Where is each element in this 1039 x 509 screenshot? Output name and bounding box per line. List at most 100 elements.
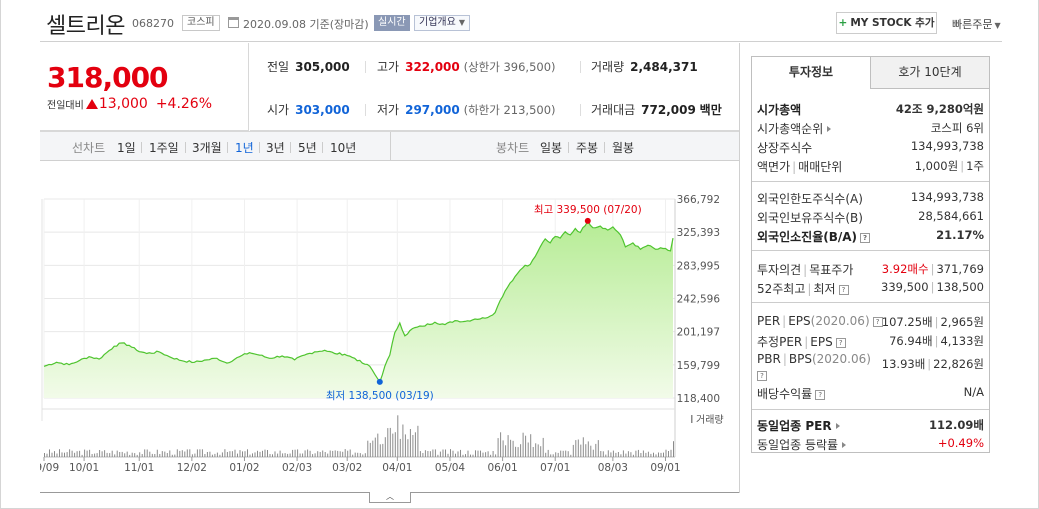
help-icon[interactable]: ? bbox=[757, 371, 767, 381]
volume-bar bbox=[201, 449, 203, 457]
pbr-help-group: ? bbox=[757, 368, 767, 382]
divider bbox=[604, 142, 605, 153]
volume-bar bbox=[552, 454, 554, 457]
volume-bar bbox=[307, 449, 309, 457]
foreign-hold-label: 외국인보유주식수(B) bbox=[757, 211, 863, 225]
volume-bar bbox=[299, 453, 301, 457]
market-cap-rank-value: 코스피 6위 bbox=[930, 121, 984, 135]
volume-bar bbox=[660, 452, 662, 457]
per-value: 107.25배 bbox=[881, 315, 933, 329]
tab-10year[interactable]: 10년 bbox=[330, 141, 357, 155]
volume-bar bbox=[74, 452, 76, 457]
tab-monthly-candle[interactable]: 월봉 bbox=[612, 141, 635, 155]
low-marker bbox=[376, 378, 383, 385]
volume-bar bbox=[59, 449, 60, 457]
up-arrow-icon bbox=[85, 99, 98, 109]
volume-bar bbox=[560, 450, 562, 457]
caret-right-icon bbox=[842, 442, 847, 448]
volume-bar bbox=[447, 453, 449, 457]
volume-bar bbox=[427, 451, 429, 457]
tab-weekly-candle[interactable]: 주봉 bbox=[576, 141, 599, 155]
volume-bar bbox=[144, 449, 146, 457]
volume-bar bbox=[555, 452, 557, 457]
volume-bar bbox=[424, 450, 426, 457]
y-tick-label: 201,197 bbox=[677, 327, 720, 339]
volume-bar bbox=[119, 452, 121, 457]
volume-bar bbox=[194, 453, 196, 457]
per-label: PER bbox=[757, 314, 781, 328]
volume-bar bbox=[607, 450, 609, 457]
company-info-dropdown[interactable]: 기업개요 ▼ bbox=[414, 15, 470, 31]
upper-limit: (상한가 396,500) bbox=[463, 60, 556, 74]
volume-bar bbox=[487, 451, 489, 457]
help-icon[interactable]: ? bbox=[815, 390, 826, 400]
tab-1week[interactable]: 1주일 bbox=[149, 141, 179, 155]
tab-5year[interactable]: 5년 bbox=[298, 141, 317, 155]
tab-invest-info[interactable]: 투자정보 bbox=[751, 56, 871, 89]
y-tick-label: 118,400 bbox=[677, 393, 720, 405]
help-icon[interactable]: ? bbox=[835, 338, 846, 348]
invest-info-box: 시가총액 42조 9,280억원 시가총액순위 코스피 6위 상장주식수 134,99… bbox=[751, 89, 990, 453]
tab-1year[interactable]: 1년 bbox=[235, 141, 254, 155]
volume-bar bbox=[174, 454, 176, 457]
diff-rate: +4.26% bbox=[155, 96, 213, 112]
market-cap-rank-text: 시가총액순위 bbox=[757, 122, 824, 136]
volume-bar bbox=[567, 451, 569, 457]
amount-cell: 거래대금 772,009 백만 bbox=[591, 101, 722, 118]
volume-bar bbox=[367, 440, 369, 457]
volume-bar bbox=[622, 450, 624, 457]
volume-bar bbox=[267, 450, 268, 457]
volume-bar bbox=[302, 453, 304, 457]
sector-per-label-group: 동일업종 PER bbox=[757, 417, 840, 434]
volume-bar bbox=[597, 440, 599, 457]
volume-bar bbox=[547, 449, 549, 457]
x-tick-label: 02/03 bbox=[282, 462, 312, 474]
volume-bar bbox=[550, 454, 552, 457]
tab-3month[interactable]: 3개월 bbox=[192, 141, 222, 155]
tab-orderbook[interactable]: 호가 10단계 bbox=[870, 56, 990, 89]
x-tick-label: 05/04 bbox=[435, 462, 466, 474]
w52-high-value: 339,500 bbox=[881, 280, 929, 294]
volume-bar bbox=[216, 452, 218, 457]
volume-bar bbox=[482, 452, 484, 457]
mystock-add-button[interactable]: + MY STOCK 추가 bbox=[836, 12, 937, 34]
realtime-button[interactable]: 실시간 bbox=[374, 15, 410, 31]
volume-bar bbox=[404, 434, 406, 457]
volume-bar bbox=[96, 453, 98, 457]
foreign-rate-label-group: 외국인소진율(B/A)? bbox=[757, 228, 871, 245]
volume-bar bbox=[214, 453, 216, 457]
volume-bar bbox=[171, 454, 173, 457]
caret-right-icon bbox=[835, 423, 840, 429]
x-tick-label: 10/01 bbox=[69, 462, 99, 474]
volume-label: 거래량 bbox=[591, 60, 625, 74]
help-icon[interactable]: ? bbox=[860, 233, 871, 243]
bps-label: BPS bbox=[788, 352, 812, 366]
volume-bar bbox=[262, 450, 263, 457]
tab-3year[interactable]: 3년 bbox=[266, 141, 285, 155]
volume-bar bbox=[490, 454, 492, 457]
x-tick-label: 12/02 bbox=[177, 462, 207, 474]
volume-bar bbox=[254, 452, 256, 457]
open-cell: 시가 303,000 bbox=[267, 101, 350, 118]
volume-bar bbox=[94, 453, 96, 457]
volume-bar bbox=[264, 449, 266, 457]
chart-expand-button[interactable]: ︿ bbox=[369, 492, 411, 503]
prev-close-value: 305,000 bbox=[295, 60, 350, 74]
help-icon[interactable]: ? bbox=[872, 317, 883, 327]
tab-daily-candle[interactable]: 일봉 bbox=[540, 141, 563, 155]
volume-bar bbox=[317, 451, 319, 457]
volume-bar bbox=[312, 454, 314, 457]
tab-1day[interactable]: 1일 bbox=[117, 141, 136, 155]
volume-bar bbox=[99, 450, 101, 457]
par-label-group: 액면가 | 매매단위 bbox=[757, 160, 843, 174]
price-diff-row: 전일대비 13,000 +4.26% bbox=[47, 96, 212, 112]
volume-bar bbox=[111, 450, 113, 457]
est-per-label: 추정PER bbox=[757, 335, 803, 349]
volume-bar bbox=[570, 454, 572, 457]
volume-bar bbox=[91, 454, 93, 457]
volume-bar bbox=[129, 454, 131, 457]
price-info-grid: 전일 305,000 고가 322,000 (상한가 396,500) 거래량 2,4… bbox=[250, 43, 739, 131]
volume-bar bbox=[445, 449, 446, 457]
help-icon[interactable]: ? bbox=[838, 285, 849, 295]
quick-order-dropdown[interactable]: 빠른주문 ▼ bbox=[952, 16, 1001, 32]
